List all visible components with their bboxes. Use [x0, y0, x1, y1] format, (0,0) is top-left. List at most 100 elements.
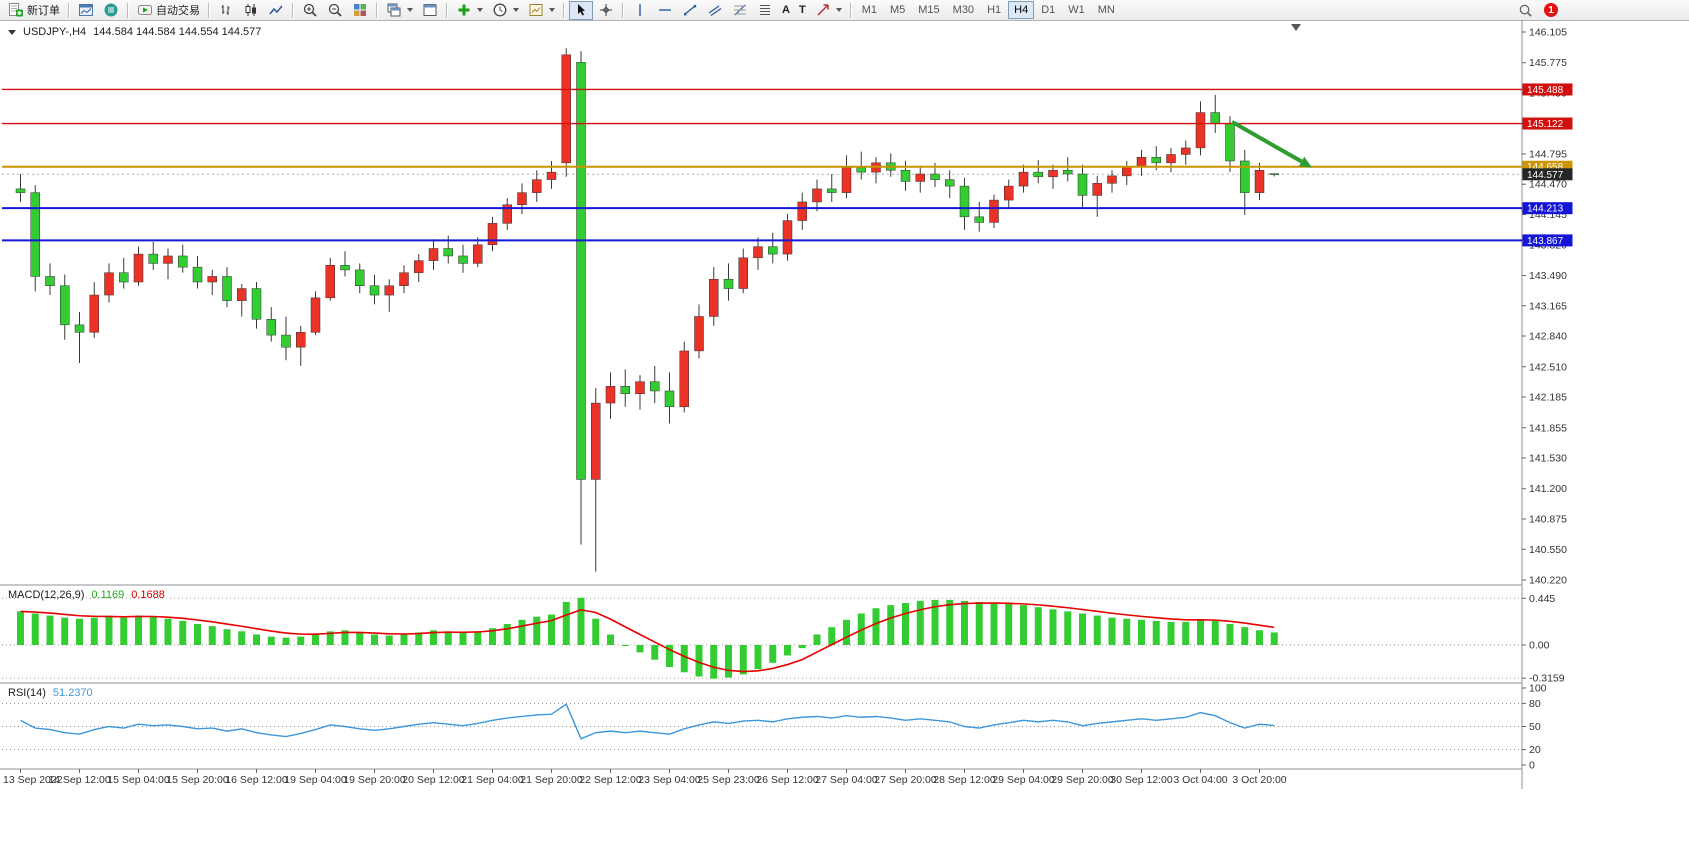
macd-histogram-bar	[636, 645, 644, 653]
zoom-out-button[interactable]	[323, 1, 347, 20]
arrows-tool-button[interactable]	[811, 1, 846, 20]
chart-canvas[interactable]: 146.105145.775145.450145.125144.795144.4…	[0, 20, 1689, 851]
timeframe-m5[interactable]: M5	[884, 1, 911, 19]
candle-body	[1136, 156, 1147, 167]
price-tag-label: 143.867	[1527, 236, 1564, 247]
cascade-windows-button[interactable]	[382, 1, 417, 20]
bar-chart-button[interactable]	[214, 1, 238, 20]
time-axis-label: 19 Sep 20:00	[343, 774, 406, 786]
candle-body	[915, 173, 925, 182]
text-label-tool-button[interactable]: T	[795, 1, 810, 20]
fibonacci-tool-button[interactable]	[728, 1, 752, 20]
candle-body	[561, 54, 571, 164]
data-window-button[interactable]	[99, 1, 123, 20]
candle-body	[192, 266, 203, 283]
macd-histogram-bar	[326, 631, 334, 645]
rsi-scale-label: 100	[1529, 683, 1547, 695]
crosshair-tool-button[interactable]	[594, 1, 618, 20]
timeframe-h1[interactable]: H1	[981, 1, 1007, 19]
candle-body	[1269, 173, 1279, 175]
cursor-tool-button[interactable]	[569, 0, 593, 20]
time-axis-label: 15 Sep 20:00	[166, 774, 229, 786]
search-button[interactable]	[1514, 1, 1537, 20]
macd-histogram-bar	[902, 603, 909, 645]
macd-histogram-bar	[297, 636, 305, 645]
timeframe-m15[interactable]: M15	[912, 1, 945, 19]
new-order-button[interactable]: 新订单	[4, 1, 64, 20]
toolbar-separator	[127, 2, 129, 18]
line-chart-button[interactable]	[264, 1, 288, 20]
market-watch-button[interactable]	[74, 1, 98, 20]
price-axis-label: 143.165	[1529, 300, 1567, 312]
candle-body	[45, 276, 55, 286]
autotrading-button[interactable]: 自动交易	[133, 1, 204, 20]
macd-histogram-bar	[1182, 621, 1190, 645]
macd-signal-line	[20, 602, 1275, 673]
vertical-line-tool-button[interactable]	[628, 1, 652, 20]
candle-body	[281, 334, 291, 348]
timeframe-h4[interactable]: H4	[1008, 1, 1035, 19]
macd-histogram-bar	[680, 645, 688, 673]
templates-button[interactable]	[524, 1, 559, 20]
timeframe-d1[interactable]: D1	[1035, 1, 1061, 19]
candle-body	[104, 272, 114, 296]
macd-histogram-bar	[1079, 613, 1086, 645]
toolbar-separator	[849, 2, 852, 18]
macd-histogram-bar	[1138, 619, 1145, 645]
price-axis-label: 140.220	[1529, 575, 1567, 587]
macd-scale-label: 0.00	[1529, 640, 1550, 652]
trend-arrow[interactable]	[1231, 120, 1303, 164]
timeframe-m1[interactable]: M1	[856, 1, 883, 19]
channel-tool-button[interactable]	[703, 1, 727, 20]
price-tag-label: 145.122	[1527, 119, 1564, 130]
price-axis-label: 143.490	[1529, 270, 1567, 282]
macd-histogram-bar	[813, 634, 821, 645]
candle-body	[428, 248, 439, 261]
crosshair-icon	[600, 4, 612, 16]
macd-histogram-bar	[1211, 620, 1219, 645]
candle-body	[694, 316, 704, 352]
notification-badge[interactable]: 1	[1544, 3, 1558, 17]
horizontal-line-tool-button[interactable]	[653, 1, 677, 20]
toolbar: 新订单 自动交易	[0, 0, 1689, 21]
macd-histogram-bar	[120, 617, 128, 645]
toolbar-separator	[208, 2, 210, 18]
candle-body	[473, 244, 483, 264]
macd-histogram-bar	[253, 634, 260, 645]
candle-body	[1077, 173, 1088, 196]
toolbar-separator	[446, 2, 448, 18]
candle-body	[148, 253, 158, 264]
symbol-dropdown-icon[interactable]	[8, 29, 16, 35]
profile-window-button[interactable]	[418, 1, 442, 20]
macd-signal-value: 0.1688	[131, 589, 165, 601]
levels-tool-button[interactable]	[753, 1, 777, 20]
candle-body	[959, 185, 970, 218]
rsi-scale-label: 20	[1529, 744, 1541, 756]
candle-body	[355, 269, 365, 286]
period-button[interactable]	[488, 1, 523, 20]
macd-histogram-bar	[1241, 627, 1249, 645]
time-axis-label: 3 Oct 20:00	[1232, 774, 1286, 786]
time-axis-label: 15 Sep 04:00	[107, 774, 170, 786]
indicators-add-icon	[458, 4, 470, 16]
timeframe-m30[interactable]: M30	[947, 1, 980, 19]
indicators-button[interactable]	[452, 1, 487, 20]
candle-body	[399, 272, 409, 286]
candle-body	[251, 288, 262, 320]
timeframe-mn[interactable]: MN	[1092, 1, 1121, 19]
timeframe-w1[interactable]: W1	[1062, 1, 1091, 19]
tile-windows-button[interactable]	[348, 1, 372, 20]
zoom-in-button[interactable]	[298, 1, 322, 20]
chart-shift-marker[interactable]	[1291, 24, 1301, 31]
macd-histogram-bar	[356, 632, 364, 645]
macd-histogram-bar	[90, 617, 98, 645]
trendline-tool-button[interactable]	[678, 1, 702, 20]
macd-histogram-bar	[1049, 609, 1057, 645]
candle-body	[635, 381, 645, 395]
candlestick-chart-button[interactable]	[239, 1, 263, 20]
candle-body	[827, 188, 837, 193]
text-tool-button[interactable]: A	[778, 1, 794, 20]
macd-histogram-bar	[208, 626, 216, 645]
candle-body	[369, 285, 380, 296]
candle-body	[1033, 171, 1043, 178]
